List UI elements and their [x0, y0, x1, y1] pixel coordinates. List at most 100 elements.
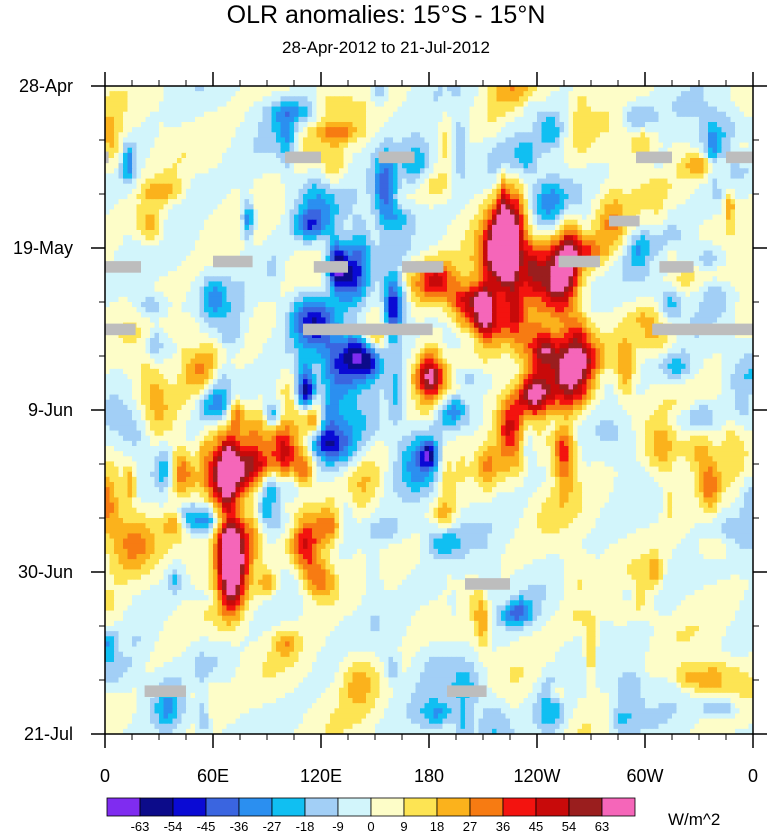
heat-cell [622, 255, 628, 262]
heat-cell [298, 86, 304, 92]
heat-cell [676, 101, 682, 108]
heat-cell [330, 122, 336, 128]
heat-cell [451, 101, 457, 108]
heat-cell [658, 230, 664, 236]
heat-cell [546, 245, 552, 252]
heat-cell [681, 91, 687, 97]
heat-cell [312, 91, 318, 97]
heat-cell [285, 147, 291, 154]
heat-cell [105, 91, 111, 97]
heat-cell [676, 199, 682, 205]
heat-cell [469, 91, 475, 97]
heat-cell [546, 260, 552, 267]
heat-cell [307, 235, 313, 241]
heat-cell [199, 91, 205, 97]
heat-cell [726, 199, 732, 205]
heat-cell [159, 163, 165, 169]
heat-cell [730, 204, 736, 211]
heat-cell [343, 245, 349, 252]
heat-cell [411, 101, 417, 108]
heat-cell [262, 260, 268, 267]
heat-cell [744, 235, 750, 241]
heat-cell [235, 147, 241, 154]
heat-cell [478, 158, 484, 164]
heat-cell [150, 86, 156, 92]
heat-cell [541, 188, 547, 195]
heat-cell [231, 199, 237, 205]
heat-cell [532, 127, 538, 133]
heat-cell [249, 132, 255, 139]
heat-cell [465, 158, 471, 164]
heat-cell [181, 188, 187, 195]
heat-cell [640, 106, 646, 113]
heat-cell [528, 245, 534, 252]
heat-cell [267, 240, 273, 247]
heat-cell [618, 147, 624, 154]
heat-cell [136, 158, 142, 164]
heat-cell [591, 209, 597, 216]
heat-cell [127, 178, 133, 185]
heat-cell [546, 235, 552, 241]
heat-cell [213, 204, 219, 211]
heat-cell [438, 101, 444, 108]
heat-cell [402, 235, 408, 241]
heat-cell [609, 127, 615, 133]
heat-cell [645, 224, 651, 231]
heat-cell [519, 111, 525, 118]
heat-cell [492, 199, 498, 205]
heat-cell [685, 178, 691, 185]
heat-cell [703, 137, 709, 144]
heat-cell [411, 173, 417, 180]
heat-cell [676, 235, 682, 241]
heat-cell [141, 214, 147, 221]
heat-cell [388, 137, 394, 144]
heat-cell [514, 106, 520, 113]
heat-cell [289, 230, 295, 236]
heat-cell [222, 106, 228, 113]
heat-cell [613, 122, 619, 128]
heat-cell [244, 178, 250, 185]
heat-cell [532, 147, 538, 154]
heat-cell [496, 209, 502, 216]
heat-cell [181, 168, 187, 175]
heat-cell [433, 214, 439, 221]
heat-cell [492, 178, 498, 185]
heat-cell [654, 250, 660, 257]
heat-cell [109, 116, 115, 123]
heat-cell [267, 204, 273, 211]
heat-cell [568, 127, 574, 133]
heat-cell [253, 188, 259, 195]
heat-cell [132, 219, 138, 226]
heat-cell [181, 163, 187, 169]
heat-cell [393, 183, 399, 190]
heat-cell [186, 137, 192, 144]
heat-cell [618, 127, 624, 133]
heat-cell [645, 86, 651, 92]
heat-cell [721, 235, 727, 241]
heat-cell [685, 209, 691, 216]
heat-cell [285, 96, 291, 103]
heat-cell [595, 204, 601, 211]
heat-cell [357, 199, 363, 205]
heat-cell [483, 250, 489, 257]
heat-cell [420, 194, 426, 200]
heat-cell [127, 142, 133, 149]
heat-cell [366, 96, 372, 103]
heat-cell [627, 173, 633, 180]
heat-cell [357, 235, 363, 241]
heat-cell [141, 152, 147, 159]
heat-cell [253, 142, 259, 149]
heat-cell [226, 194, 232, 200]
heat-cell [325, 96, 331, 103]
heat-cell [262, 96, 268, 103]
heat-cell [411, 137, 417, 144]
heat-cell [420, 230, 426, 236]
heat-cell [663, 224, 669, 231]
heat-cell [415, 224, 421, 231]
heat-cell [397, 219, 403, 226]
heat-cell [636, 91, 642, 97]
heat-cell [280, 122, 286, 128]
heat-cell [280, 158, 286, 164]
heat-cell [132, 168, 138, 175]
heat-cell [541, 240, 547, 247]
